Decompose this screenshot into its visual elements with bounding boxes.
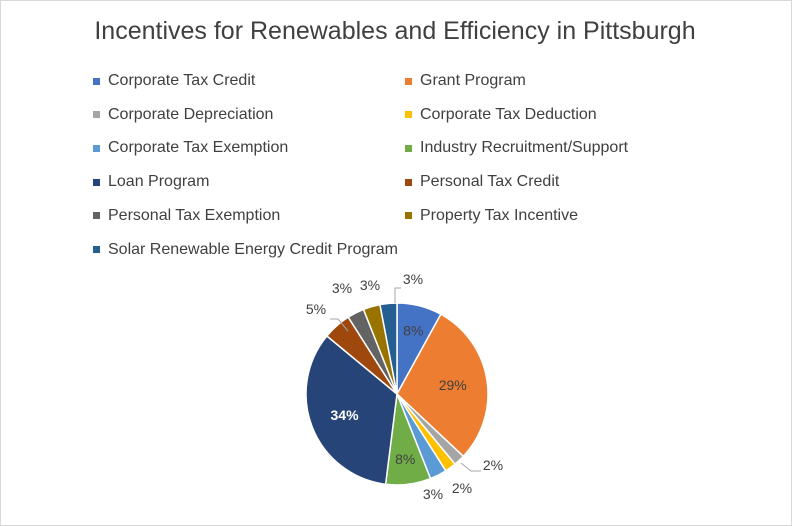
chart-title: Incentives for Renewables and Efficiency… [94, 17, 696, 45]
pie-slice [305, 334, 398, 486]
data-label: 3% [403, 271, 423, 287]
legend-swatch [93, 212, 100, 220]
legend-item: Corporate Depreciation [93, 106, 273, 124]
legend-swatch [93, 246, 100, 253]
data-label: 8% [395, 451, 415, 467]
legend-swatch [93, 144, 100, 152]
data-label: 3% [423, 486, 443, 502]
legend-item: Corporate Tax Credit [93, 72, 255, 90]
legend-swatch [93, 178, 100, 186]
legend-item: Industry Recruitment/Support [405, 139, 628, 157]
data-label: 3% [360, 277, 380, 293]
pie-slice [396, 313, 489, 458]
legend-item: Solar Renewable Energy Credit Program [93, 241, 398, 259]
legend-label: Personal Tax Exemption [108, 206, 281, 224]
legend-swatch [405, 144, 412, 152]
legend-swatch [93, 77, 100, 85]
legend-label: Industry Recruitment/Support [420, 139, 629, 157]
legend-swatch [405, 111, 412, 119]
legend-item: Personal Tax Credit [405, 173, 559, 191]
data-label: 8% [403, 323, 423, 339]
data-label: 5% [306, 301, 326, 317]
legend-item: Property Tax Incentive [405, 207, 578, 225]
legend-item: Corporate Tax Deduction [405, 106, 597, 124]
legend-label: Grant Program [420, 72, 526, 89]
legend-item: Grant Program [405, 72, 526, 90]
data-label: 2% [483, 457, 503, 473]
data-label: 2% [452, 480, 472, 496]
chart-legend: Corporate Tax Credit Grant Program Corpora… [1, 1, 791, 281]
legend-label: Corporate Tax Credit [108, 72, 256, 89]
legend-label: Corporate Tax Exemption [108, 139, 289, 157]
legend-swatch [93, 111, 100, 119]
legend-label: Property Tax Incentive [420, 206, 579, 224]
legend-label: Corporate Depreciation [108, 105, 274, 123]
pie-slice [379, 302, 398, 395]
legend-item: Personal Tax Exemption [93, 207, 280, 225]
data-label: 29% [439, 377, 467, 393]
leader-line [330, 318, 349, 332]
legend-item: Loan Program [93, 173, 209, 191]
legend-label: Loan Program [108, 173, 210, 191]
data-label: 3% [332, 280, 352, 296]
legend-item: Corporate Tax Exemption [93, 139, 288, 157]
data-label: 34% [331, 407, 360, 423]
legend-label: Solar Renewable Energy Credit Program [108, 240, 398, 258]
legend-swatch [405, 212, 412, 220]
legend-label: Personal Tax Credit [420, 173, 560, 191]
leader-line [394, 287, 401, 303]
legend-label: Corporate Tax Deduction [420, 105, 597, 123]
legend-swatch [405, 178, 412, 186]
leader-line [460, 462, 481, 472]
legend-swatch [405, 77, 412, 85]
